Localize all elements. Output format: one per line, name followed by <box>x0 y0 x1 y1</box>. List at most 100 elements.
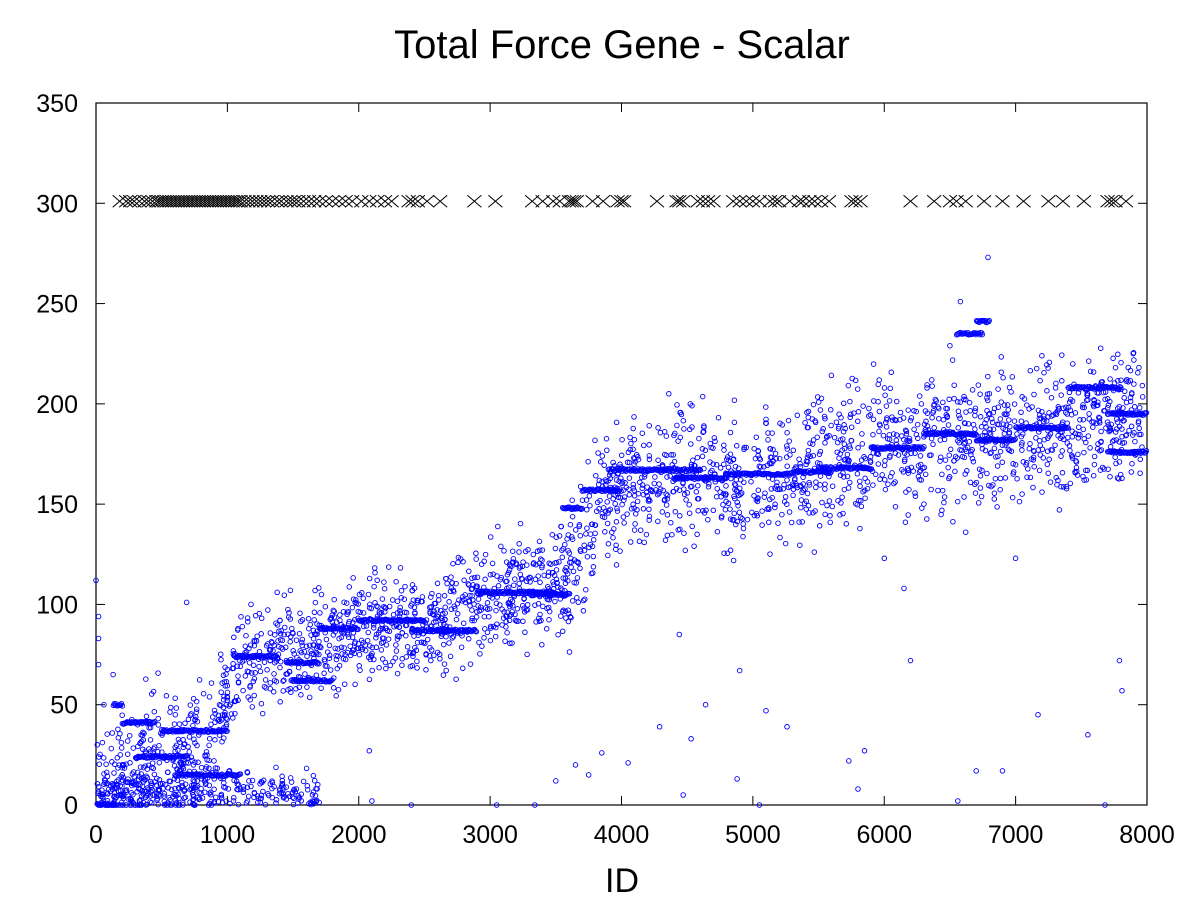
data-point <box>482 626 488 632</box>
data-point <box>572 527 579 533</box>
data-point <box>677 526 683 532</box>
cross-point <box>1108 194 1123 208</box>
data-point <box>1037 442 1043 449</box>
cross-point <box>159 194 175 208</box>
data-point <box>536 615 542 621</box>
data-point <box>539 562 545 569</box>
data-point <box>449 580 455 586</box>
data-point <box>363 623 370 629</box>
data-point <box>1138 411 1144 418</box>
data-point <box>193 706 200 712</box>
data-point <box>549 531 556 538</box>
data-point <box>1085 732 1091 738</box>
data-point <box>870 482 876 488</box>
x-axis-label: ID <box>605 862 639 900</box>
data-point <box>634 498 641 505</box>
data-point <box>304 787 311 793</box>
cross-point <box>245 194 260 208</box>
data-point <box>298 692 304 698</box>
data-point <box>291 786 297 793</box>
data-point <box>855 786 861 792</box>
data-point <box>1044 362 1050 368</box>
cross-point <box>1055 194 1071 208</box>
data-point <box>977 485 984 491</box>
data-point <box>940 399 946 406</box>
data-point <box>592 522 599 528</box>
data-point <box>614 485 620 492</box>
data-point <box>941 499 947 506</box>
data-point <box>256 656 262 662</box>
data-point <box>521 595 527 601</box>
data-point <box>454 611 461 617</box>
data-point <box>235 697 241 704</box>
data-point <box>142 788 148 795</box>
data-point <box>583 506 590 513</box>
data-point <box>1039 489 1045 495</box>
data-point <box>289 625 295 632</box>
data-point <box>138 793 145 799</box>
data-point <box>972 405 979 412</box>
data-point <box>321 656 328 663</box>
data-point <box>970 421 977 428</box>
data-point <box>570 568 577 575</box>
data-point <box>688 736 694 742</box>
cross-point <box>958 194 974 208</box>
data-point <box>862 464 868 470</box>
data-point <box>872 471 879 478</box>
data-point <box>843 521 850 527</box>
data-point <box>857 462 863 469</box>
data-point <box>994 504 1000 510</box>
data-point <box>806 510 812 516</box>
data-point <box>820 466 827 472</box>
data-point <box>1101 466 1107 472</box>
data-point <box>840 474 847 480</box>
data-point <box>554 591 561 597</box>
data-point <box>1008 389 1014 395</box>
data-point <box>217 651 224 657</box>
data-point <box>1125 379 1131 385</box>
data-point <box>688 461 695 468</box>
data-point <box>1060 484 1067 490</box>
data-point <box>695 482 701 489</box>
data-point <box>109 759 115 765</box>
data-point <box>1012 461 1019 468</box>
data-point <box>599 513 606 520</box>
data-point <box>670 452 677 458</box>
y-tick-label: 300 <box>36 190 78 218</box>
data-point <box>821 413 828 420</box>
data-point <box>414 599 421 606</box>
data-point <box>573 580 580 586</box>
data-point <box>995 453 1001 460</box>
data-point <box>173 705 180 711</box>
data-point <box>759 508 765 514</box>
data-point <box>727 547 734 554</box>
data-point <box>134 721 141 728</box>
data-point <box>109 730 116 736</box>
data-point <box>946 452 952 458</box>
data-point <box>108 745 115 752</box>
data-point <box>984 391 991 397</box>
data-point <box>798 497 805 503</box>
data-point <box>755 495 761 501</box>
data-point <box>876 428 882 435</box>
data-point <box>1023 420 1029 426</box>
data-point <box>306 694 313 701</box>
data-point <box>489 560 496 567</box>
data-point <box>883 424 890 430</box>
data-point <box>558 523 565 530</box>
data-point <box>707 469 714 476</box>
data-point <box>1068 452 1075 459</box>
data-point <box>190 695 197 702</box>
data-point <box>1091 397 1097 403</box>
data-point <box>836 411 842 417</box>
data-point <box>1073 464 1080 471</box>
data-point <box>304 653 310 660</box>
cross-point <box>185 194 201 208</box>
data-point <box>867 459 874 465</box>
data-point <box>677 513 683 519</box>
data-point <box>977 414 984 420</box>
data-point <box>641 467 647 474</box>
data-point <box>732 486 738 493</box>
data-point <box>484 588 491 594</box>
data-point <box>654 491 661 498</box>
